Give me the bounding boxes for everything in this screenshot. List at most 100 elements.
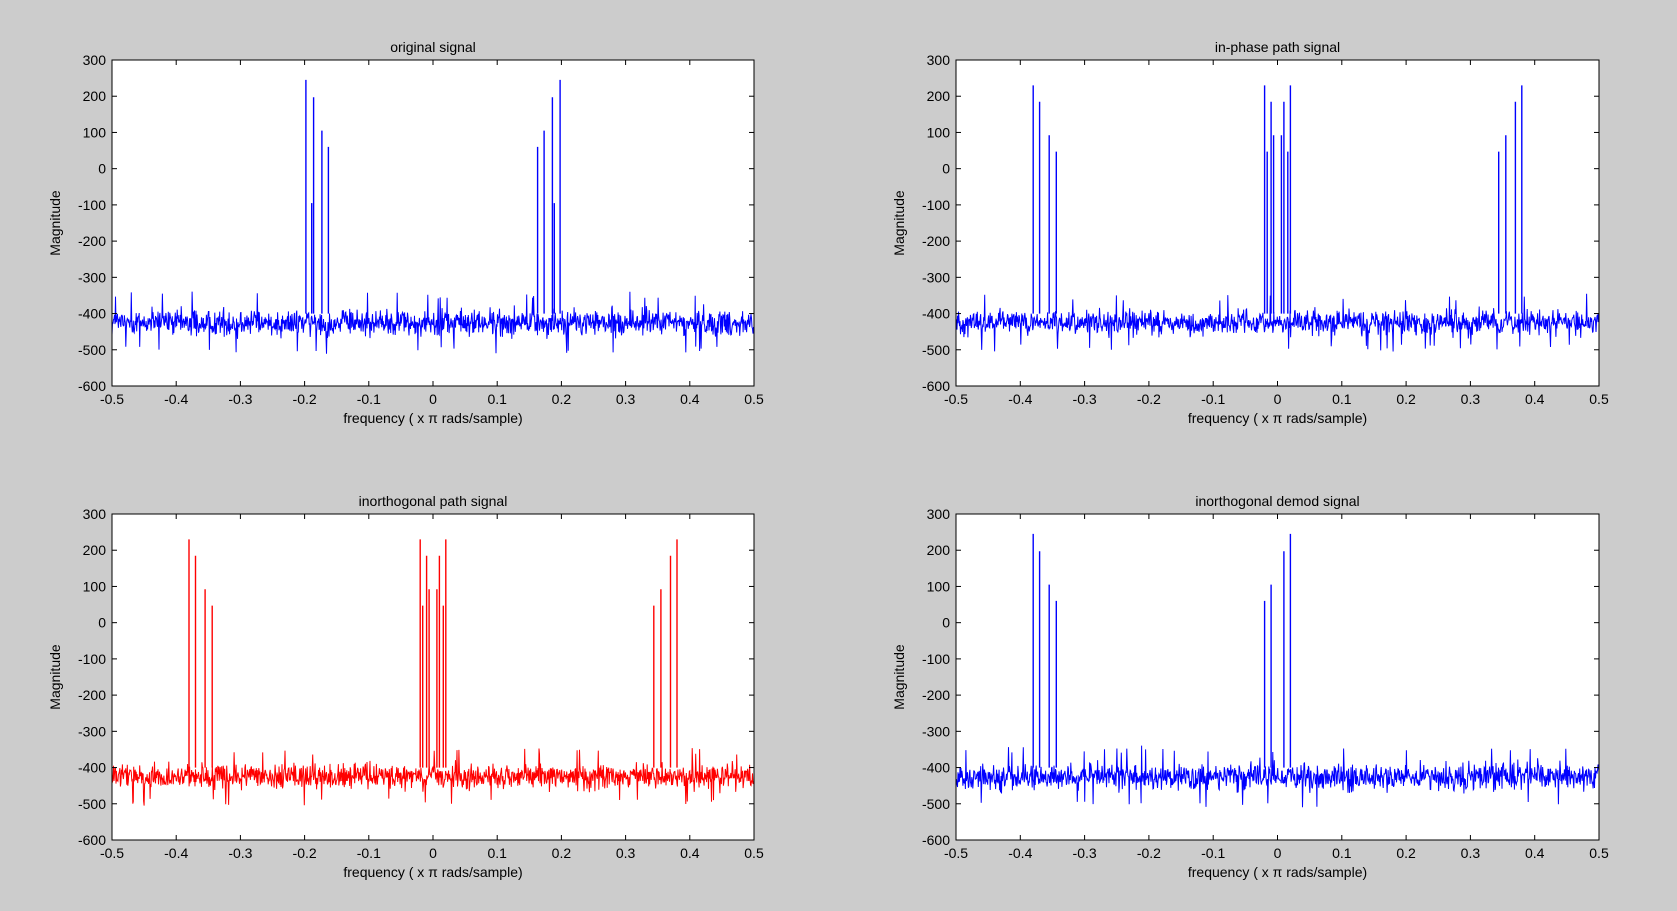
subplot-inorthogonal-demod-signal: -0.5 -0.4 -0.3 -0.2 -0.1 0 0.1 0.2 0.3 0.4 0.5 300 2… (891, 493, 1609, 880)
x-tick-label: -0.1 (357, 391, 381, 407)
x-tick-label: 0.5 (1589, 845, 1609, 861)
y-tick-label: 100 (927, 578, 951, 594)
y-tick-label: 0 (942, 161, 950, 177)
y-tick-label: -300 (922, 269, 950, 285)
axes-background (112, 60, 754, 386)
series-noise-floor (956, 745, 1599, 808)
x-tick-label: 0.4 (680, 391, 700, 407)
y-tick-label: 300 (927, 506, 951, 522)
x-tick-label: -0.5 (100, 845, 124, 861)
x-tick-label: 0.3 (616, 845, 636, 861)
y-axis-label: Magnitude (47, 190, 63, 256)
x-tick-label: 0.3 (1461, 391, 1481, 407)
y-tick-label: -500 (78, 342, 106, 358)
axes-background (112, 514, 754, 840)
x-axis-label: frequency ( x π rads/sample) (1188, 410, 1367, 426)
x-tick-label: -0.2 (1137, 391, 1161, 407)
y-tick-label: -400 (78, 306, 106, 322)
plot-title: original signal (390, 39, 476, 55)
x-tick-label: -0.3 (1073, 391, 1097, 407)
series-noise-floor (112, 748, 754, 806)
y-tick-label: -200 (78, 687, 106, 703)
x-tick-label: 0.4 (1525, 845, 1545, 861)
y-tick-label: 0 (98, 615, 106, 631)
y-tick-label: -200 (922, 687, 950, 703)
x-tick-label: 0.2 (1396, 845, 1416, 861)
x-tick-label: 0.3 (1461, 845, 1481, 861)
y-tick-label: -300 (78, 723, 106, 739)
plot-title: inorthogonal path signal (359, 493, 508, 509)
y-tick-label: -200 (922, 233, 950, 249)
series-noise-floor (112, 291, 754, 354)
x-tick-label: 0.1 (1332, 845, 1352, 861)
x-tick-label: 0.5 (744, 391, 764, 407)
x-tick-label: -0.5 (944, 845, 968, 861)
x-tick-label: 0 (1274, 845, 1282, 861)
y-tick-label: -400 (78, 760, 106, 776)
y-tick-label: -600 (922, 378, 950, 394)
x-tick-label: -0.1 (1201, 845, 1225, 861)
y-tick-label: -500 (922, 796, 950, 812)
y-tick-label: -300 (78, 269, 106, 285)
x-tick-label: -0.3 (228, 845, 252, 861)
y-tick-label: 200 (927, 88, 951, 104)
x-tick-label: -0.2 (1137, 845, 1161, 861)
x-axis-label: frequency ( x π rads/sample) (343, 410, 522, 426)
x-tick-label: -0.4 (1008, 391, 1032, 407)
y-tick-label: -100 (78, 197, 106, 213)
y-tick-label: -100 (78, 651, 106, 667)
x-tick-label: 0 (1274, 391, 1282, 407)
x-tick-label: 0 (429, 845, 437, 861)
x-tick-label: 0.5 (1589, 391, 1609, 407)
y-tick-label: -100 (922, 197, 950, 213)
x-tick-label: -0.3 (1073, 845, 1097, 861)
y-tick-label: -600 (78, 832, 106, 848)
y-tick-label: -500 (922, 342, 950, 358)
y-axis-label: Magnitude (47, 644, 63, 710)
x-tick-label: 0.2 (552, 845, 572, 861)
y-tick-label: -100 (922, 651, 950, 667)
x-tick-label: 0.2 (552, 391, 572, 407)
y-tick-label: -200 (78, 233, 106, 249)
series-noise-floor (956, 293, 1599, 352)
x-tick-label: -0.1 (1201, 391, 1225, 407)
y-tick-label: 0 (98, 161, 106, 177)
y-tick-label: -400 (922, 306, 950, 322)
y-tick-label: 200 (927, 542, 951, 558)
y-tick-label: -600 (922, 832, 950, 848)
x-tick-label: -0.1 (357, 845, 381, 861)
x-tick-label: -0.2 (293, 845, 317, 861)
y-tick-label: 300 (83, 506, 107, 522)
y-tick-label: -300 (922, 723, 950, 739)
y-tick-label: 300 (83, 52, 107, 68)
x-axis-label: frequency ( x π rads/sample) (343, 864, 522, 880)
subplot-grid: -0.5 -0.4 -0.3 -0.2 -0.1 0 0.1 0.2 0.3 0.4 0.5 300 2… (47, 39, 1609, 880)
y-tick-label: -400 (922, 760, 950, 776)
x-tick-label: -0.4 (164, 845, 188, 861)
subplot-original-signal: -0.5 -0.4 -0.3 -0.2 -0.1 0 0.1 0.2 0.3 0.4 0.5 300 2… (47, 39, 764, 426)
x-tick-label: -0.2 (293, 391, 317, 407)
y-tick-label: -600 (78, 378, 106, 394)
x-tick-label: -0.4 (1008, 845, 1032, 861)
x-tick-label: -0.5 (944, 391, 968, 407)
x-tick-label: 0.2 (1396, 391, 1416, 407)
y-tick-label: 100 (927, 124, 951, 140)
y-tick-label: 100 (83, 124, 107, 140)
axes-background (956, 60, 1599, 386)
x-tick-label: 0 (429, 391, 437, 407)
y-tick-label: 0 (942, 615, 950, 631)
x-tick-label: -0.3 (228, 391, 252, 407)
x-tick-label: 0.3 (616, 391, 636, 407)
axes-background (956, 514, 1599, 840)
x-tick-label: 0.4 (1525, 391, 1545, 407)
subplot-inorthogonal-path-signal: -0.5 -0.4 -0.3 -0.2 -0.1 0 0.1 0.2 0.3 0.4 0.5 300 2… (47, 493, 764, 880)
x-tick-label: 0.4 (680, 845, 700, 861)
subplot-in-phase-path-signal: -0.5 -0.4 -0.3 -0.2 -0.1 0 0.1 0.2 0.3 0.4 0.5 300 2… (891, 39, 1609, 426)
x-tick-label: 0.1 (1332, 391, 1352, 407)
y-tick-label: 100 (83, 578, 107, 594)
y-axis-label: Magnitude (891, 644, 907, 710)
y-tick-label: 300 (927, 52, 951, 68)
y-tick-label: 200 (83, 542, 107, 558)
y-axis-label: Magnitude (891, 190, 907, 256)
